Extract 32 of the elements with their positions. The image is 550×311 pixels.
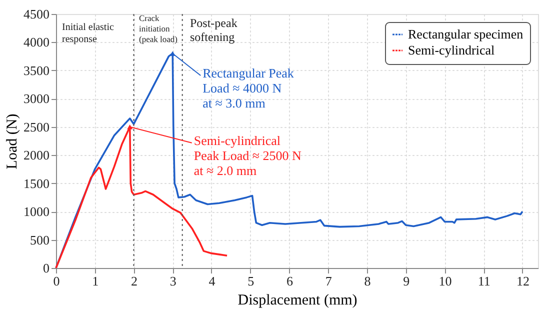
y-tick-label: 0 (43, 260, 50, 276)
x-tick-label: 5 (248, 274, 254, 288)
x-tick-label: 11 (478, 274, 490, 288)
y-tick-label: 3000 (24, 91, 50, 106)
annotation: Crack initiation (peak load) (139, 13, 178, 44)
legend-label: Semi-cylindrical (408, 42, 496, 58)
x-axis-title: Displacement (mm) (238, 292, 358, 308)
y-tick-label: 2000 (24, 148, 50, 163)
y-tick-label: 1000 (24, 204, 50, 220)
y-tick-label: 2500 (24, 119, 50, 134)
x-tick-label: 8 (364, 274, 371, 288)
y-tick-label: 1500 (24, 176, 50, 191)
legend-label: Rectangular specimen (408, 26, 524, 42)
x-tick-label: 3 (170, 274, 176, 288)
x-tick-label: 12 (516, 274, 530, 288)
annotation: Semi-cylindrical Peak Load ≈ 2500 N at ≈ 2.0 mm (194, 132, 302, 178)
x-tick-label: 0 (53, 274, 60, 288)
y-tick-label: 4000 (24, 34, 50, 50)
y-axis-title: Load (N) (4, 114, 20, 170)
annotation: Initial elastic response (62, 22, 114, 45)
x-tick-label: 1 (92, 274, 99, 288)
x-tick-label: 9 (403, 274, 410, 288)
annotation: Rectangular Peak Load ≈ 4000 N at ≈ 3.0 mm (202, 66, 294, 111)
y-tick-label: 4500 (24, 6, 50, 22)
x-tick-label: 2 (130, 274, 138, 288)
x-tick-label: 6 (286, 274, 294, 288)
annotation: Post-peak softening (190, 16, 238, 44)
x-tick-label: 7 (325, 274, 332, 288)
x-tick-label: 10 (438, 274, 452, 288)
x-tick-label: 4 (208, 274, 216, 288)
y-tick-label: 500 (30, 232, 50, 248)
y-tick-label: 3500 (24, 62, 50, 78)
